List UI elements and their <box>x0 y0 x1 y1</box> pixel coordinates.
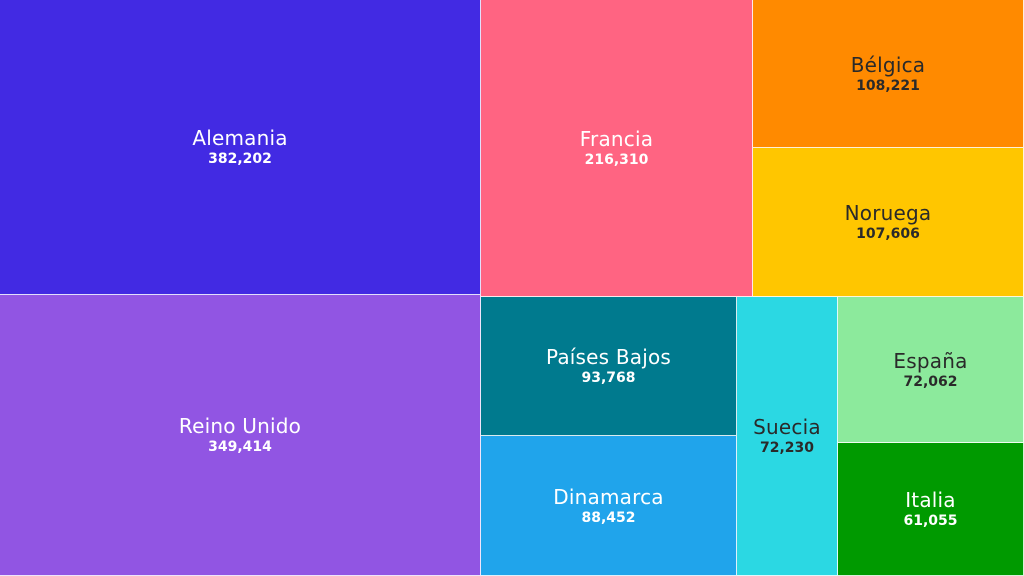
tile-value-paises-bajos: 93,768 <box>581 370 636 386</box>
tile-italia: Italia 61,055 <box>838 443 1024 576</box>
tile-value-suecia: 72,230 <box>759 440 815 456</box>
tile-paises-bajos: Países Bajos 93,768 <box>481 297 737 436</box>
tile-label-espana: España <box>893 348 968 373</box>
tile-value-espana: 72,062 <box>903 373 958 390</box>
tile-belgica: Bélgica 108,221 <box>753 0 1024 148</box>
tile-label-dinamarca: Dinamarca <box>553 484 664 509</box>
tile-dinamarca: Dinamarca 88,452 <box>481 436 737 576</box>
tile-espana: España 72,062 <box>838 297 1024 443</box>
tile-label-alemania: Alemania <box>192 126 288 150</box>
tile-value-francia: 216,310 <box>584 152 649 168</box>
tile-label-noruega: Noruega <box>844 201 932 225</box>
tile-value-dinamarca: 88,452 <box>581 509 636 526</box>
tile-value-alemania: 382,202 <box>208 151 272 167</box>
tile-label-paises-bajos: Países Bajos <box>545 345 672 369</box>
tile-reino-unido: Reino Unido 349,414 <box>0 295 481 576</box>
tile-label-reino-unido: Reino Unido <box>178 414 302 438</box>
tile-value-italia: 61,055 <box>903 513 958 529</box>
tile-label-francia: Francia <box>579 127 654 151</box>
tile-label-suecia: Suecia <box>753 415 821 439</box>
tile-noruega: Noruega 107,606 <box>753 148 1024 297</box>
tile-alemania: Alemania 382,202 <box>0 0 481 295</box>
tile-label-italia: Italia <box>905 488 956 512</box>
tile-francia: Francia 216,310 <box>481 0 753 297</box>
tile-value-reino-unido: 349,414 <box>208 439 272 455</box>
tile-value-belgica: 108,221 <box>856 77 920 94</box>
tile-suecia: Suecia 72,230 <box>737 297 838 576</box>
tile-value-noruega: 107,606 <box>856 226 920 242</box>
tile-label-belgica: Bélgica <box>850 52 926 77</box>
